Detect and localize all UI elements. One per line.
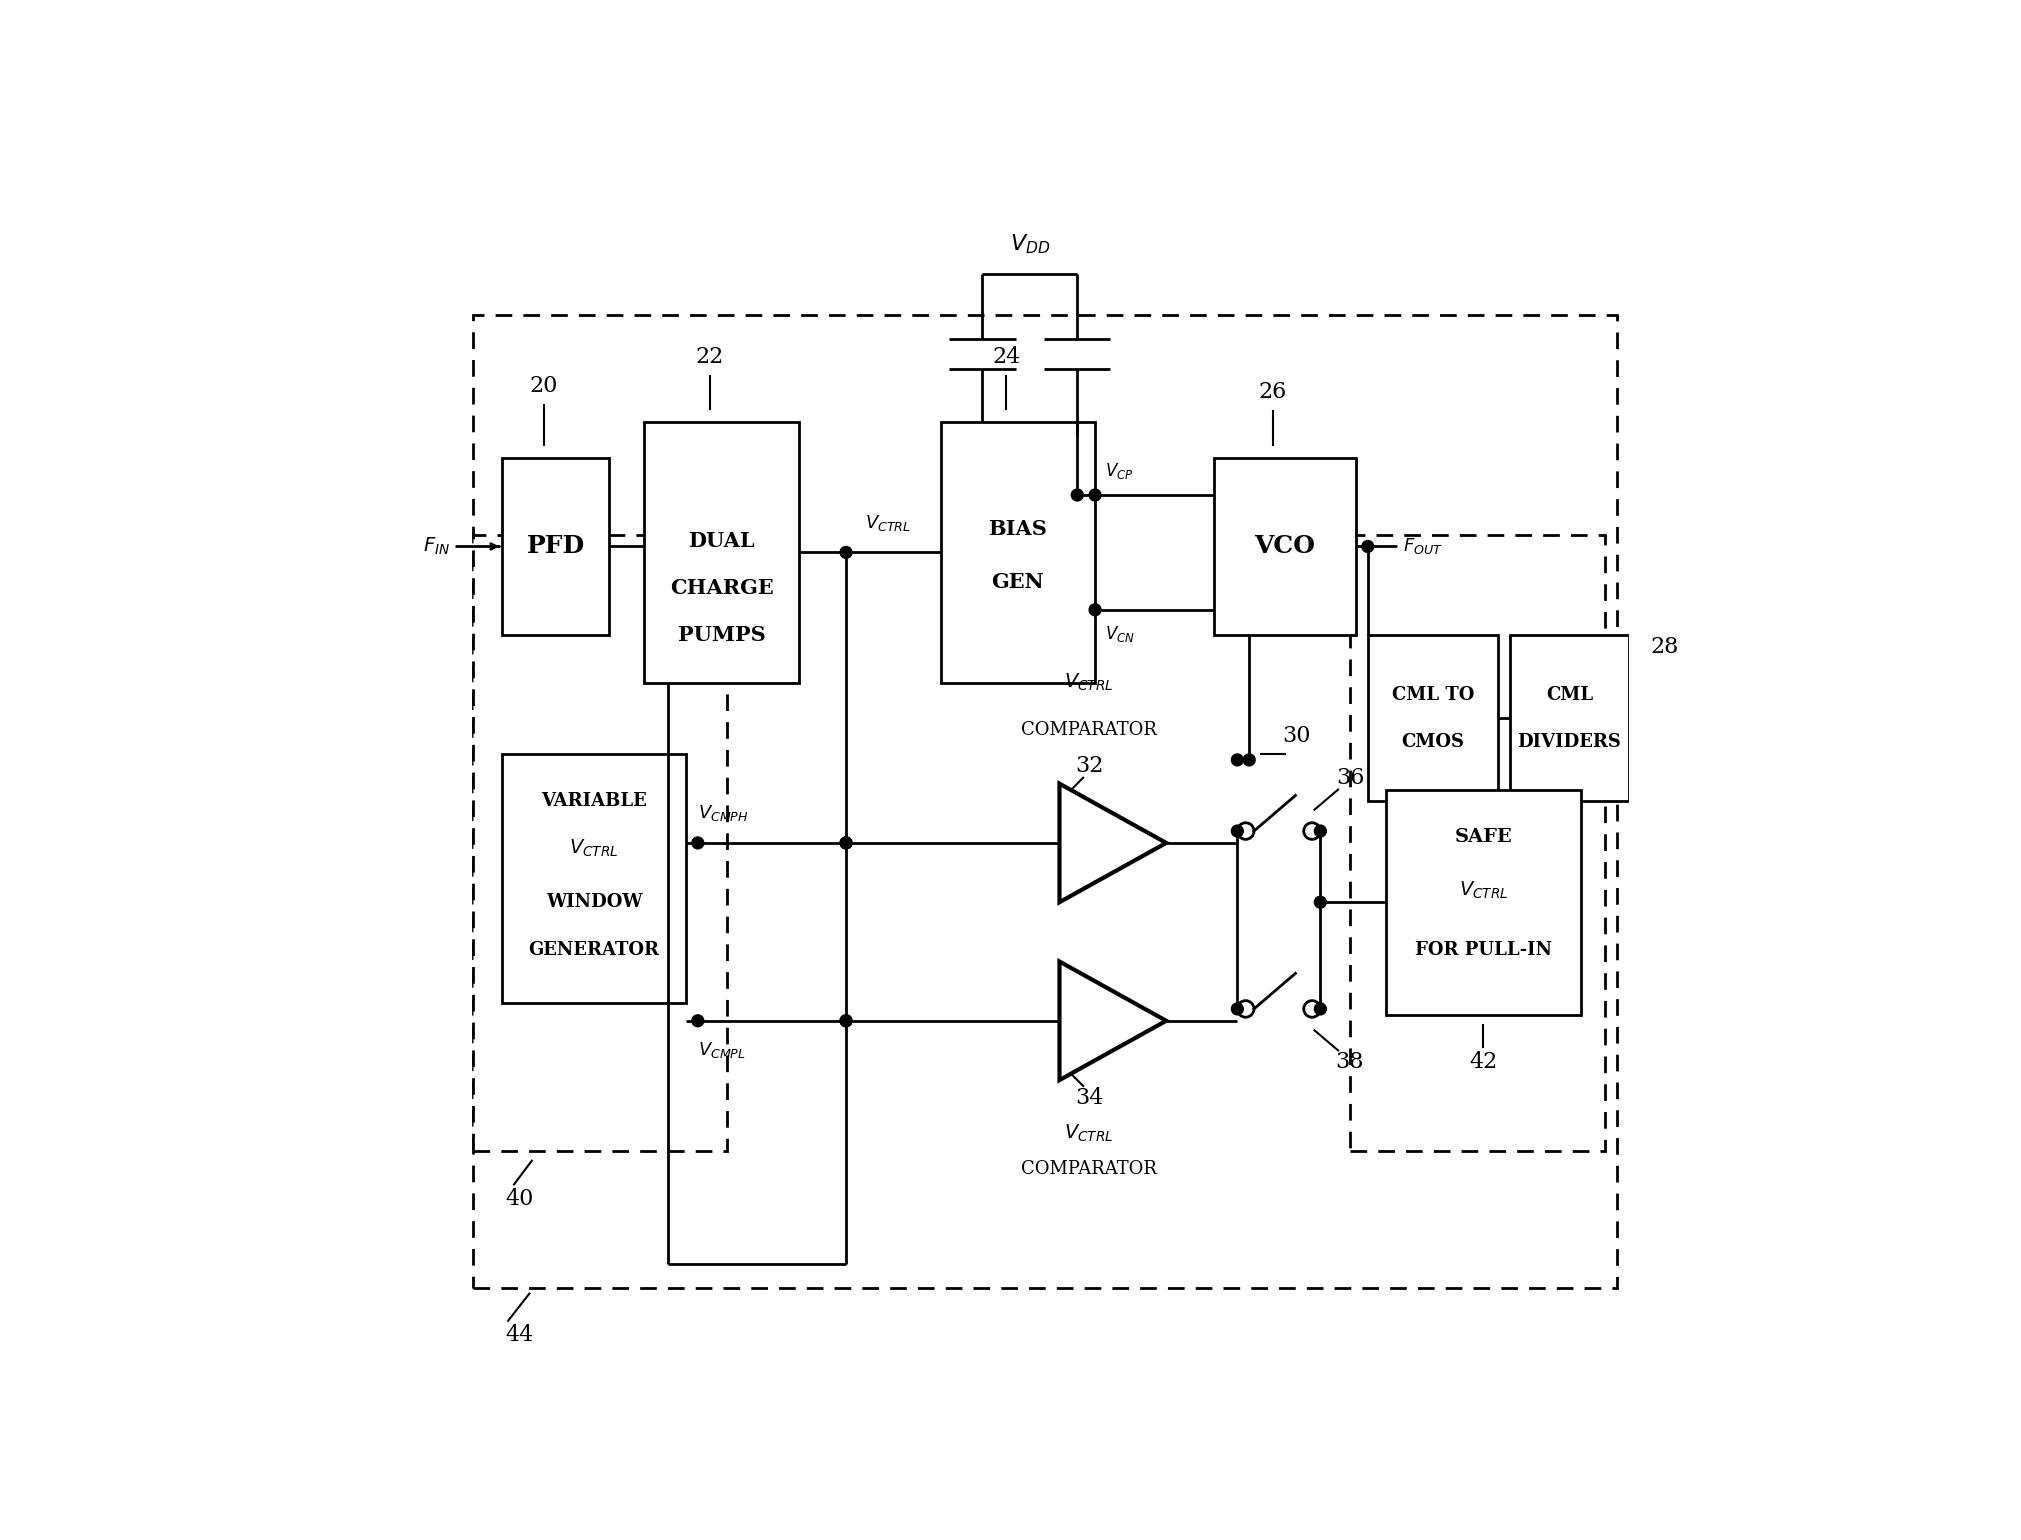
Text: 34: 34 xyxy=(1075,1087,1103,1109)
FancyBboxPatch shape xyxy=(473,316,1617,1287)
FancyBboxPatch shape xyxy=(1368,636,1498,801)
Polygon shape xyxy=(1059,784,1166,902)
Text: $V_{CTRL}$: $V_{CTRL}$ xyxy=(1065,1123,1114,1144)
FancyBboxPatch shape xyxy=(1350,534,1605,1152)
Text: 38: 38 xyxy=(1336,1052,1364,1073)
Text: CHARGE: CHARGE xyxy=(669,578,774,598)
Text: $V_{DD}$: $V_{DD}$ xyxy=(1010,233,1051,256)
Text: $V_{CTRL}$: $V_{CTRL}$ xyxy=(1065,671,1114,693)
FancyBboxPatch shape xyxy=(942,422,1095,682)
Text: $V_{CMPH}$: $V_{CMPH}$ xyxy=(697,804,748,824)
Text: CML TO: CML TO xyxy=(1392,685,1473,704)
Circle shape xyxy=(1231,825,1243,836)
Circle shape xyxy=(841,1015,853,1027)
Text: $V_{CMPL}$: $V_{CMPL}$ xyxy=(697,1041,746,1061)
Text: BIAS: BIAS xyxy=(988,519,1047,539)
Circle shape xyxy=(841,547,853,559)
Polygon shape xyxy=(1059,961,1166,1080)
Text: COMPARATOR: COMPARATOR xyxy=(1021,721,1158,739)
Text: COMPARATOR: COMPARATOR xyxy=(1021,1160,1158,1178)
Circle shape xyxy=(1231,755,1243,765)
FancyBboxPatch shape xyxy=(501,457,608,636)
Circle shape xyxy=(1314,896,1326,909)
Text: CML: CML xyxy=(1546,685,1593,704)
Text: 20: 20 xyxy=(530,376,558,397)
Text: GEN: GEN xyxy=(992,571,1045,591)
Circle shape xyxy=(841,838,853,849)
Text: 30: 30 xyxy=(1283,725,1312,747)
Text: $F_{OUT}$: $F_{OUT}$ xyxy=(1403,536,1443,556)
Text: DIVIDERS: DIVIDERS xyxy=(1518,733,1621,752)
Circle shape xyxy=(1089,490,1101,501)
Text: SAFE: SAFE xyxy=(1455,829,1512,845)
Circle shape xyxy=(1362,541,1374,553)
Circle shape xyxy=(1314,1003,1326,1015)
Text: GENERATOR: GENERATOR xyxy=(530,941,659,958)
Text: CMOS: CMOS xyxy=(1401,733,1465,752)
Text: $V_{CTRL}$: $V_{CTRL}$ xyxy=(865,513,909,533)
FancyBboxPatch shape xyxy=(1510,636,1629,801)
Circle shape xyxy=(1231,1003,1243,1015)
Text: PFD: PFD xyxy=(525,534,584,559)
Text: $V_{CP}$: $V_{CP}$ xyxy=(1105,462,1134,482)
Circle shape xyxy=(841,838,853,849)
Text: FOR PULL-IN: FOR PULL-IN xyxy=(1415,941,1552,958)
Text: 26: 26 xyxy=(1259,382,1287,403)
Text: 32: 32 xyxy=(1075,755,1103,776)
Text: WINDOW: WINDOW xyxy=(546,893,643,912)
Text: $V_{CTRL}$: $V_{CTRL}$ xyxy=(570,838,618,859)
Circle shape xyxy=(1243,755,1255,765)
FancyBboxPatch shape xyxy=(1215,457,1356,636)
FancyBboxPatch shape xyxy=(1386,790,1580,1015)
Text: PUMPS: PUMPS xyxy=(677,625,766,645)
FancyBboxPatch shape xyxy=(645,422,798,682)
Text: DUAL: DUAL xyxy=(689,531,754,550)
Circle shape xyxy=(1314,825,1326,836)
Text: 40: 40 xyxy=(505,1187,534,1209)
Text: $F_{IN}$: $F_{IN}$ xyxy=(422,536,451,557)
Text: 28: 28 xyxy=(1649,636,1677,658)
Text: 22: 22 xyxy=(695,346,724,368)
Text: 44: 44 xyxy=(505,1324,534,1346)
Circle shape xyxy=(1089,604,1101,616)
Circle shape xyxy=(841,1015,853,1027)
Text: 36: 36 xyxy=(1336,767,1364,788)
Text: VCO: VCO xyxy=(1255,534,1316,559)
Text: $V_{CN}$: $V_{CN}$ xyxy=(1105,624,1134,644)
Text: $V_{CTRL}$: $V_{CTRL}$ xyxy=(1459,879,1508,901)
Text: 42: 42 xyxy=(1469,1052,1498,1073)
FancyBboxPatch shape xyxy=(501,755,685,1003)
Circle shape xyxy=(691,838,703,849)
FancyBboxPatch shape xyxy=(473,534,728,1152)
Text: VARIABLE: VARIABLE xyxy=(542,793,647,810)
Circle shape xyxy=(1071,490,1083,501)
Text: 24: 24 xyxy=(992,346,1021,368)
Circle shape xyxy=(691,1015,703,1027)
